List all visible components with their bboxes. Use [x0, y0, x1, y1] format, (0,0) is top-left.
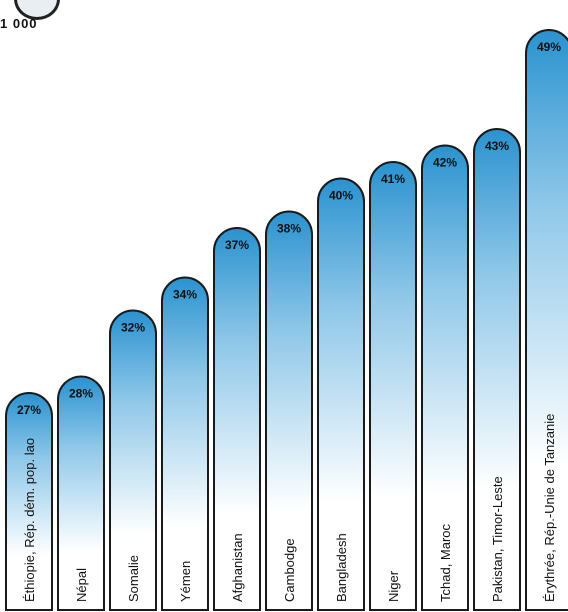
- value-label: 49%: [537, 40, 561, 54]
- bar-group: 42% Tchad, Maroc: [421, 144, 469, 611]
- bar: [317, 177, 365, 611]
- category-label: Somalie: [126, 555, 141, 602]
- category-label: Pakistan, Timor-Leste: [490, 476, 505, 602]
- category-label: Niger: [386, 570, 401, 602]
- bar-group: 32% Somalie: [109, 309, 157, 611]
- bar: [369, 161, 417, 611]
- category-label: Éthiopie, Rép. dém. pop. lao: [22, 438, 37, 602]
- bar-group: 37% Afghanistan: [213, 227, 261, 611]
- bar: [421, 144, 469, 611]
- value-label: 42%: [433, 156, 457, 170]
- bar-group: 49% Érythrée, Rép.-Unie de Tanzanie: [525, 29, 568, 611]
- bar-group: 40% Bangladesh: [317, 177, 365, 611]
- unit-label: 1 000: [0, 16, 38, 31]
- category-label: Bangladesh: [334, 533, 349, 602]
- value-label: 38%: [277, 222, 301, 236]
- value-label: 40%: [329, 189, 353, 203]
- bar-group: 41% Niger: [369, 161, 417, 611]
- category-label: Yémen: [178, 561, 193, 602]
- bar: [213, 227, 261, 611]
- value-label: 28%: [69, 387, 93, 401]
- category-label: Népal: [74, 568, 89, 602]
- bar: [265, 210, 313, 611]
- category-label: Cambodge: [282, 538, 297, 602]
- value-label: 32%: [121, 321, 145, 335]
- bar: [161, 276, 209, 611]
- value-label: 43%: [485, 139, 509, 153]
- bar: [473, 128, 521, 611]
- value-label: 41%: [381, 172, 405, 186]
- bar: [109, 309, 157, 611]
- bar-group: 38% Cambodge: [265, 210, 313, 611]
- bar-group: 43% Pakistan, Timor-Leste: [473, 128, 521, 611]
- bar-group: 28% Népal: [57, 375, 105, 611]
- bar-group: 34% Yémen: [161, 276, 209, 611]
- category-label: Afghanistan: [230, 533, 245, 602]
- value-label: 34%: [173, 288, 197, 302]
- category-label: Érythrée, Rép.-Unie de Tanzanie: [542, 414, 557, 602]
- bar: [57, 375, 105, 611]
- category-label: Tchad, Maroc: [438, 523, 453, 602]
- bar-group: 27% Éthiopie, Rép. dém. pop. lao: [5, 392, 53, 611]
- bar: [525, 29, 568, 611]
- value-label: 37%: [225, 238, 249, 252]
- bar: [5, 392, 53, 611]
- value-label: 27%: [17, 403, 41, 417]
